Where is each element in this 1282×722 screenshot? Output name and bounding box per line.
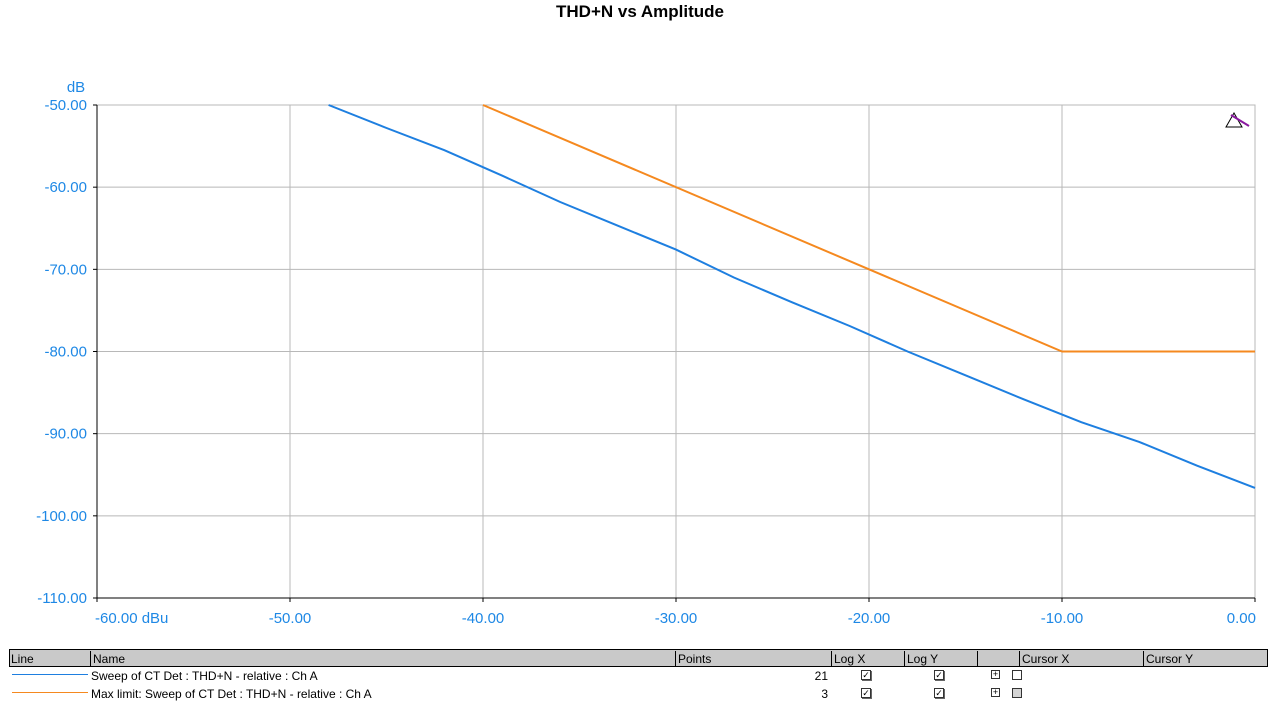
- expand-plus-icon[interactable]: +: [991, 669, 1000, 679]
- line-swatch: [12, 692, 88, 693]
- legend-row[interactable]: Sweep of CT Det : THD+N - relative : Ch …: [9, 667, 1268, 685]
- legend-header: Line Name Points Log X Log Y Cursor X Cu…: [9, 649, 1268, 667]
- log-x-checkbox[interactable]: ✓: [861, 688, 871, 698]
- header-points[interactable]: Points: [675, 651, 831, 667]
- y-axis-ticks: -50.00 -60.00 -70.00 -80.00 -90.00 -100.00 -11…: [36, 97, 97, 607]
- series-line-thd-n: [328, 104, 1256, 489]
- header-name[interactable]: Name: [90, 651, 675, 667]
- x-tick-label: -50.00: [269, 610, 312, 627]
- cursor-checkbox[interactable]: [1012, 670, 1022, 680]
- log-y-checkbox[interactable]: ✓: [934, 670, 944, 680]
- cursor-checkbox[interactable]: [1012, 688, 1022, 698]
- chart-title: THD+N vs Amplitude: [556, 2, 724, 21]
- expand-plus-icon[interactable]: +: [991, 687, 1000, 697]
- series-name: Max limit: Sweep of CT Det : THD+N - rel…: [91, 687, 372, 701]
- y-tick-label: -110.00: [37, 590, 87, 607]
- x-tick-label: -60.00 dBu: [95, 610, 168, 627]
- legend-table: Line Name Points Log X Log Y Cursor X Cu…: [9, 649, 1268, 703]
- header-line[interactable]: Line: [11, 652, 34, 666]
- series-line-max-limit: [482, 104, 1255, 353]
- legend-row[interactable]: Max limit: Sweep of CT Det : THD+N - rel…: [9, 685, 1268, 703]
- x-tick-label: 0.00: [1227, 610, 1256, 627]
- x-tick-label: -20.00: [848, 610, 891, 627]
- x-axis-ticks: -60.00 dBu -50.00 -40.00 -30.00 -20.00 -10.00…: [95, 598, 1256, 627]
- y-tick-label: -100.00: [36, 508, 87, 525]
- grid: [93, 104, 1256, 602]
- series-layer: [328, 104, 1256, 489]
- series-points: 21: [814, 669, 828, 683]
- header-log-y[interactable]: Log Y: [904, 651, 977, 667]
- header-cursor-y[interactable]: Cursor Y: [1143, 651, 1268, 667]
- chart: THD+N vs Amplitude dB -50.00 -60.00 -70.00…: [36, 2, 1256, 627]
- y-axis-unit: dB: [67, 79, 85, 96]
- line-swatch: [12, 674, 88, 675]
- log-y-checkbox[interactable]: ✓: [934, 688, 944, 698]
- log-x-checkbox[interactable]: ✓: [861, 670, 871, 680]
- autoscale-icon[interactable]: [1225, 111, 1250, 128]
- y-tick-label: -70.00: [44, 261, 87, 278]
- x-tick-label: -10.00: [1041, 610, 1084, 627]
- series-points: 3: [821, 687, 828, 701]
- series-name: Sweep of CT Det : THD+N - relative : Ch …: [91, 669, 318, 683]
- header-blank: [977, 651, 1019, 667]
- header-cursor-x[interactable]: Cursor X: [1019, 651, 1143, 667]
- x-tick-label: -40.00: [462, 610, 505, 627]
- x-tick-label: -30.00: [655, 610, 698, 627]
- y-tick-label: -80.00: [44, 344, 87, 361]
- y-tick-label: -60.00: [44, 179, 87, 196]
- y-tick-label: -50.00: [44, 97, 87, 114]
- header-log-x[interactable]: Log X: [831, 651, 904, 667]
- y-tick-label: -90.00: [44, 426, 87, 443]
